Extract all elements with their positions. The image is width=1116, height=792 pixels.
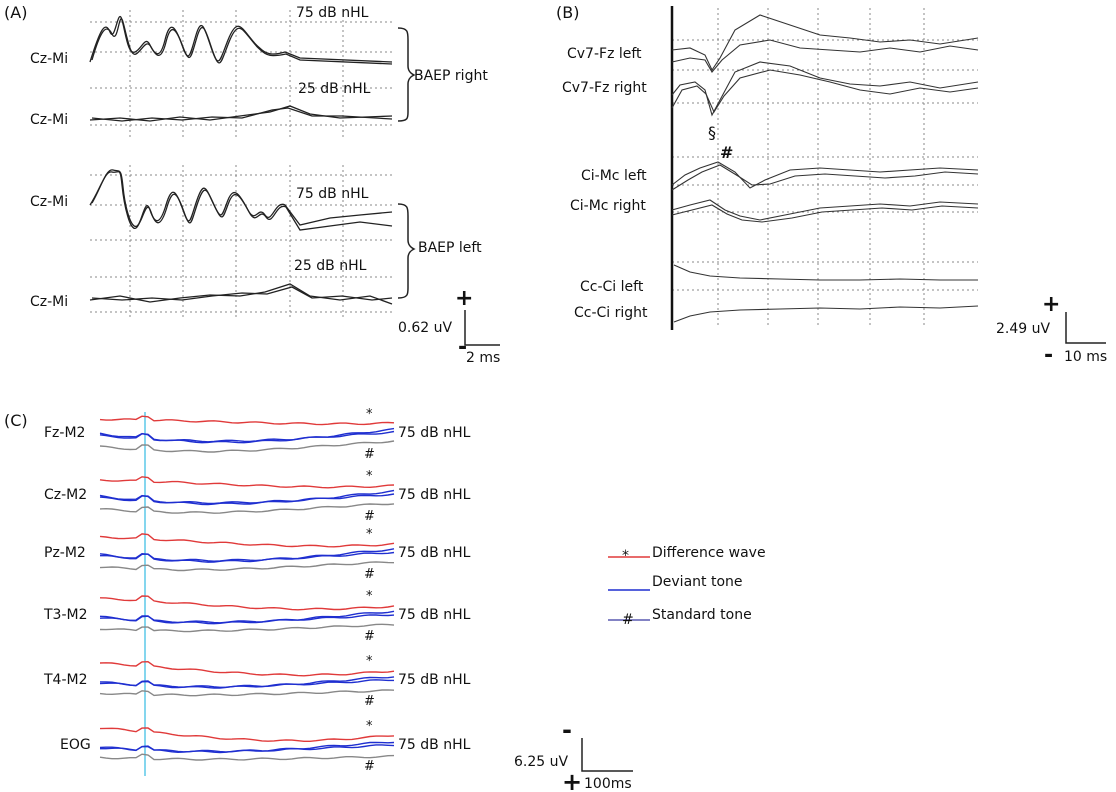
peak-marker-section: § [708,123,716,142]
standard-marker: # [364,567,375,582]
level-label: 75 dB nHL [296,186,369,202]
legend-label-deviant: Deviant tone [652,574,743,590]
level-label: 75 dB nHL [398,545,471,561]
standard-marker: # [364,629,375,644]
scale-plus: + [562,768,582,792]
scale-minus: - [562,716,572,744]
panel-a-letter: (A) [4,3,27,22]
channel-label: T4-M2 [43,672,88,688]
waveform-trace [99,440,395,453]
waveform-trace [99,753,395,761]
level-label: 25 dB nHL [294,258,367,274]
peak-marker-hash: # [720,143,733,162]
channel-label: Pz-M2 [44,545,86,561]
panel-b-waveforms [671,14,979,323]
standard-marker: # [364,694,375,709]
waveform-trace [99,614,395,624]
panel-c-waveforms [99,415,395,761]
legend-label-standard: Standard tone [652,607,752,623]
waveform-trace [99,623,395,633]
panel-b-letter: (B) [556,3,579,22]
panel-a-grid [90,10,392,320]
scale-time: 2 ms [466,350,500,366]
waveform-trace [99,476,395,489]
difference-marker: * [366,654,373,669]
channel-label: EOG [60,737,91,753]
panel-a-scale-bar: + - 0.62 uV 2 ms [398,286,500,366]
difference-marker: * [366,719,373,734]
trace-label: Cz-Mi [30,112,68,128]
level-label: 25 dB nHL [298,81,371,97]
channel-label: Cc-Ci left [580,279,644,295]
panel-b-grid [672,8,978,325]
channel-label: Cv7-Fz left [567,46,642,62]
waveform-trace [99,679,394,689]
panel-b-labels: Cv7-Fz left Cv7-Fz right Ci-Mc left Ci-M… [562,46,733,321]
difference-marker: * [366,407,373,422]
waveform-trace [99,503,395,514]
panel-a-brackets [397,27,416,299]
legend-symbol: * [622,548,629,564]
waveform-trace [99,595,395,611]
trace-label: Cz-Mi [30,294,68,310]
panel-c-letter: (C) [4,411,28,430]
level-label: 75 dB nHL [398,607,471,623]
waveform-trace [99,430,395,443]
panel-a-waveforms [89,16,393,305]
scale-amplitude: 6.25 uV [514,754,568,770]
difference-marker: * [366,527,373,542]
channel-label: Cz-M2 [44,487,87,503]
level-label: 75 dB nHL [296,5,369,21]
panel-c-legend: * Difference wave Deviant tone # Standar… [608,545,766,628]
waveform-trace [99,689,395,697]
waveform-trace [99,493,395,505]
waveform-trace [99,427,395,444]
group-label-right: BAEP right [414,68,488,84]
standard-marker: # [364,509,375,524]
scale-minus: - [1044,343,1053,368]
waveform-trace [100,744,395,753]
channel-label: Ci-Mc right [570,198,646,214]
level-label: 75 dB nHL [398,487,471,503]
group-label-left: BAEP left [418,240,482,256]
waveform-trace [99,533,395,548]
standard-marker: # [364,447,375,462]
scale-time: 100ms [584,776,632,792]
level-label: 75 dB nHL [398,672,471,688]
waveform-trace [99,415,395,426]
standard-marker: # [364,759,375,774]
channel-label: T3-M2 [43,607,88,623]
channel-label: Cv7-Fz right [562,80,647,96]
scale-time: 10 ms [1064,349,1107,365]
waveform-trace [99,551,395,562]
level-label: 75 dB nHL [398,737,471,753]
channel-label: Fz-M2 [44,425,85,441]
level-label: 75 dB nHL [398,425,471,441]
scale-amplitude: 2.49 uV [996,321,1050,337]
legend-symbol: # [622,612,634,628]
waveform-trace [99,561,395,572]
scale-plus: + [455,286,473,311]
waveform-trace [99,660,395,677]
waveform-trace [99,727,395,742]
legend-label-difference: Difference wave [652,545,766,561]
trace-label: Cz-Mi [30,51,68,67]
trace-label: Cz-Mi [30,194,68,210]
difference-marker: * [366,589,373,604]
scale-minus: - [458,335,467,360]
channel-label: Ci-Mc left [581,168,647,184]
scale-plus: + [1042,292,1060,317]
panel-c-labels: Fz-M2 75 dB nHL * # Cz-M2 75 dB nHL * # Pz-M2 75 … [43,407,471,774]
panel-a-labels: Cz-Mi Cz-Mi Cz-Mi Cz-Mi 75 dB nHL 25 dB … [30,5,488,310]
difference-marker: * [366,469,373,484]
panel-c-scale-bar: - + 6.25 uV 100ms [514,716,633,792]
channel-label: Cc-Ci right [574,305,648,321]
scale-amplitude: 0.62 uV [398,320,452,336]
panel-b-scale-bar: + - 2.49 uV 10 ms [996,292,1107,368]
